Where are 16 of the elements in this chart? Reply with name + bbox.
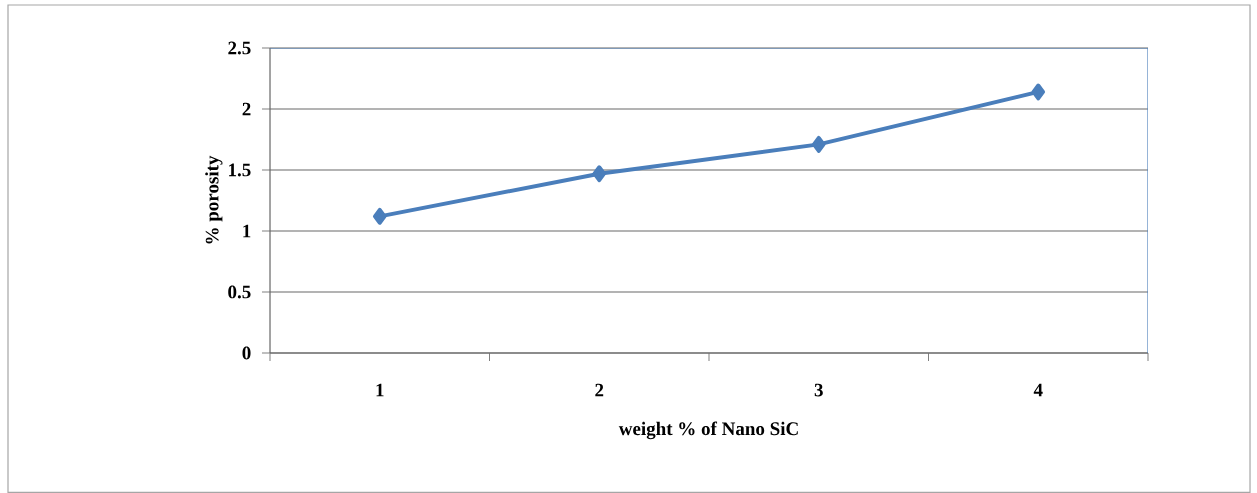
- y-tick-label: 0: [242, 346, 251, 360]
- point: [811, 135, 826, 153]
- y-tick-label: 0.5: [228, 285, 251, 299]
- x-tick-label: 1: [376, 383, 384, 397]
- point: [592, 165, 607, 183]
- x-tick-label: 2: [595, 383, 604, 397]
- x-tick-label: 3: [814, 383, 823, 397]
- y-axis-title: % porosity: [205, 155, 223, 244]
- x-axis-title: weight % of Nano SiC: [618, 421, 798, 440]
- point: [372, 207, 387, 225]
- point: [1031, 83, 1046, 101]
- y-tick-label: 1: [243, 224, 251, 238]
- y-tick-label: 2: [242, 102, 251, 116]
- y-tick-label: 2.5: [228, 41, 251, 55]
- y-tick-label: 1.5: [229, 163, 251, 177]
- x-tick-label: 4: [1033, 383, 1043, 397]
